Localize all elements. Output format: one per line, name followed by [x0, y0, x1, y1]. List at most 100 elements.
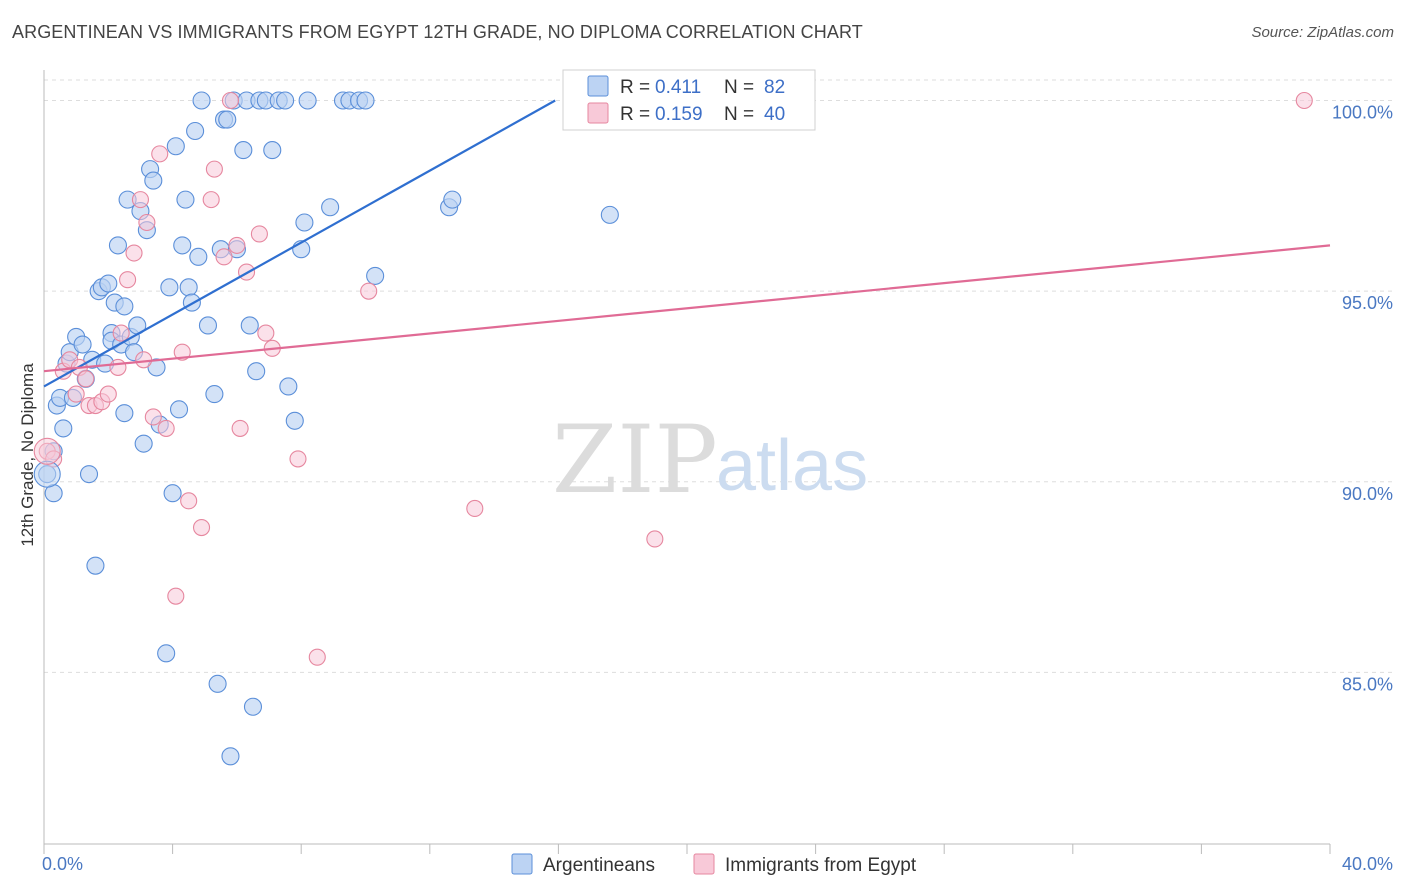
legend-n-value: 82: [764, 77, 785, 98]
argentinean-point: [134, 434, 153, 453]
argentinean-point: [54, 419, 73, 438]
argentinean-point: [73, 335, 92, 354]
egypt-point: [138, 213, 156, 232]
axis-labels: 12th Grade, No Diploma 85.0% 90.0% 95.0% 10…: [18, 103, 1393, 874]
egypt-point: [67, 385, 85, 403]
legend-r-value: 0.411: [655, 77, 701, 98]
egypt-point: [646, 530, 664, 548]
egypt-point: [99, 385, 117, 403]
egypt-point: [144, 408, 162, 426]
egypt-point: [33, 437, 61, 465]
argentinean-point: [205, 385, 224, 404]
egypt-trend-line: [43, 244, 1331, 373]
egypt-point: [228, 236, 246, 254]
egypt-point: [173, 343, 191, 361]
argentinean-point: [234, 141, 253, 160]
argentinean-point: [176, 190, 195, 209]
argentinean-point: [243, 697, 263, 716]
argentinean-point: [240, 316, 259, 335]
argentinean-point: [163, 484, 182, 503]
y-tick-label: 95.0%: [1342, 293, 1393, 313]
argentinean-point: [208, 674, 227, 693]
argentinean-point: [99, 274, 118, 293]
argentinean-point: [166, 137, 185, 156]
legend-swatch-egypt: [587, 102, 609, 124]
argentinean-point: [356, 91, 375, 110]
egypt-point: [77, 370, 95, 388]
data-points: [33, 91, 1313, 766]
x-tick-label: 0.0%: [42, 854, 83, 874]
egypt-point: [231, 419, 249, 437]
argentinean-point: [79, 465, 99, 484]
egypt-point: [289, 450, 307, 468]
chart-source: Source: ZipAtlas.com: [1251, 24, 1394, 41]
egypt-point: [1295, 91, 1313, 110]
watermark: ZIP atlas: [552, 406, 868, 515]
x-tick-label: 40.0%: [1342, 854, 1393, 874]
egypt-point: [205, 160, 223, 178]
legend-swatch-egypt: [693, 853, 715, 875]
legend-r-label: R =: [620, 77, 650, 98]
trend-lines: [43, 99, 1331, 388]
argentinean-point: [600, 205, 619, 224]
argentinean-point: [192, 91, 211, 110]
argentinean-point: [115, 404, 134, 423]
legend-swatch-argentineans: [587, 75, 609, 97]
argentinean-point: [86, 556, 105, 575]
y-tick-label: 90.0%: [1342, 484, 1393, 504]
legend-label-argentineans: Argentineans: [543, 855, 655, 876]
argentinean-point: [276, 91, 295, 110]
argentinean-point: [443, 190, 462, 209]
legend-n-value: 40: [764, 104, 785, 125]
argentinean-point: [247, 362, 266, 381]
argentinean-point: [263, 141, 282, 160]
egypt-point: [308, 648, 326, 666]
egypt-point: [180, 492, 198, 510]
y-tick-label: 100.0%: [1332, 103, 1393, 123]
argentinean-point: [221, 747, 240, 766]
watermark-atlas: atlas: [716, 426, 868, 506]
argentinean-point: [115, 297, 134, 316]
egypt-point: [215, 248, 233, 266]
chart-title: ARGENTINEAN VS IMMIGRANTS FROM EGYPT 12T…: [12, 22, 863, 42]
argentinean-point: [279, 377, 298, 396]
watermark-zip: ZIP: [552, 406, 718, 515]
egypt-point: [192, 518, 211, 537]
egypt-point: [157, 419, 175, 437]
argentinean-point: [33, 460, 61, 488]
y-axis-title: 12th Grade, No Diploma: [18, 363, 37, 547]
argentinean-point: [160, 278, 179, 297]
egypt-point: [221, 91, 240, 110]
argentinean-point: [321, 198, 340, 217]
egypt-point: [250, 225, 268, 243]
argentinean-point: [218, 110, 237, 129]
argentinean-point: [108, 236, 127, 255]
argentinean-point: [186, 121, 205, 141]
egypt-point: [466, 499, 484, 518]
argentinean-point: [366, 266, 385, 285]
correlation-legend: R = 0.411 N = 82 R = 0.159 N = 40: [562, 69, 816, 131]
legend-swatch-argentineans: [511, 853, 533, 875]
egypt-point: [109, 358, 127, 376]
legend-n-label: N =: [724, 104, 754, 125]
egypt-point: [257, 324, 275, 342]
argentinean-point: [157, 644, 176, 663]
legend-r-label: R =: [620, 104, 650, 125]
argentinean-point: [147, 358, 166, 377]
legend-n-label: N =: [724, 77, 754, 98]
argentinean-point: [144, 171, 163, 190]
argentinean-point: [295, 213, 314, 232]
egypt-point: [360, 282, 378, 300]
argentinean-point: [198, 316, 218, 335]
legend-r-value: 0.159: [655, 104, 703, 125]
egypt-point: [202, 191, 220, 209]
egypt-point: [167, 587, 185, 605]
egypt-point: [112, 324, 130, 342]
egypt-point: [125, 244, 143, 262]
argentinean-point: [169, 400, 189, 419]
y-tick-label: 85.0%: [1342, 674, 1393, 694]
egypt-point: [135, 351, 153, 369]
grid-lines: [44, 79, 1395, 673]
series-legend: Argentineans Immigrants from Egypt: [511, 853, 917, 876]
